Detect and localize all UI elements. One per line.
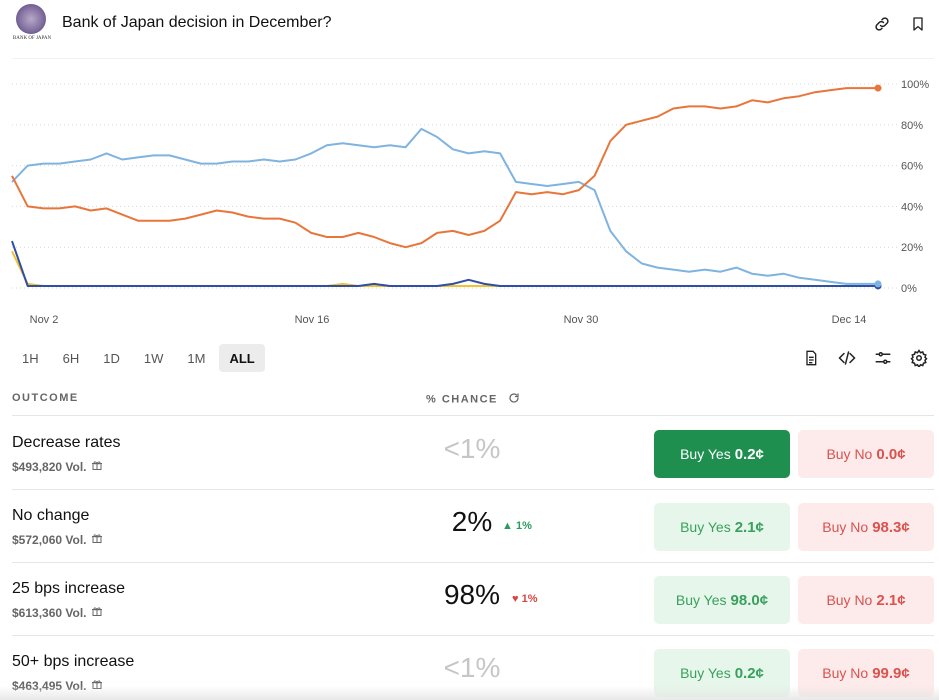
buy-yes-label: Buy Yes <box>680 519 731 535</box>
chance-value: 2% <box>451 506 493 537</box>
document-icon[interactable] <box>801 346 821 370</box>
buy-no-label: Buy No <box>822 519 869 535</box>
x-tick-label: Nov 16 <box>295 314 330 326</box>
series-line-50-bps-increase <box>11 250 878 287</box>
chance-delta-up: ▲ 1% <box>502 520 532 532</box>
chance-delta-down: ♥ 1% <box>512 593 538 605</box>
buy-yes-price: 2.1¢ <box>734 518 764 536</box>
chance-value: <1% <box>443 652 501 683</box>
buy-yes-price: 0.2¢ <box>734 445 764 463</box>
refresh-icon[interactable] <box>508 392 520 407</box>
chance-value: <1% <box>443 433 501 464</box>
buy-no-button[interactable]: Buy No 98.3¢ <box>798 503 934 551</box>
buy-yes-button[interactable]: Buy Yes 98.0¢ <box>654 576 790 624</box>
range-button-1m[interactable]: 1M <box>187 350 206 366</box>
buy-no-price: 98.3¢ <box>872 518 910 536</box>
outcome-column-header: OUTCOME <box>12 392 79 404</box>
outcome-name: 50+ bps increase <box>12 653 135 670</box>
series-endpoint <box>874 280 882 288</box>
buy-no-price: 0.0¢ <box>876 445 906 463</box>
series-line-no-change <box>11 127 878 285</box>
y-tick-label: 80% <box>901 120 923 132</box>
range-button-1d[interactable]: 1D <box>103 350 120 366</box>
logo-text: BANK OF JAPAN <box>12 36 52 41</box>
y-tick-label: 40% <box>901 201 923 213</box>
bottom-fade <box>0 686 939 700</box>
range-button-all[interactable]: ALL <box>219 344 265 372</box>
settings-gear-icon[interactable] <box>909 346 929 370</box>
outcome-row-no-change[interactable]: No change $572,060 Vol. 2% ▲ 1% Buy Yes 2… <box>12 490 934 563</box>
page-title: Bank of Japan decision in December? <box>62 14 332 31</box>
buy-no-button[interactable]: Buy No 2.1¢ <box>798 576 934 624</box>
volume-text: $493,820 Vol. <box>12 459 87 474</box>
outcome-name: 25 bps increase <box>12 580 125 597</box>
volume-text: $613,360 Vol. <box>12 605 87 620</box>
gift-icon[interactable] <box>91 605 103 620</box>
outcome-row-decrease-rates[interactable]: Decrease rates $493,820 Vol. <1% Buy Yes… <box>12 417 934 490</box>
chance-value: 98% <box>443 579 501 610</box>
chance-header-label: % CHANCE <box>426 393 498 406</box>
buy-yes-button[interactable]: Buy Yes 0.2¢ <box>654 430 790 478</box>
embed-code-icon[interactable] <box>837 346 857 370</box>
chart-tools <box>801 346 929 370</box>
buy-no-price: 99.9¢ <box>872 664 910 682</box>
volume-text: $572,060 Vol. <box>12 532 87 547</box>
y-tick-label: 0% <box>901 283 917 295</box>
series-line-25-bps-increase <box>11 87 878 249</box>
bank-of-japan-logo: BANK OF JAPAN <box>12 4 52 44</box>
y-tick-label: 20% <box>901 242 923 254</box>
outcome-name: Decrease rates <box>12 434 121 451</box>
x-tick-label: Nov 2 <box>30 314 59 326</box>
table-header: OUTCOME % CHANCE <box>12 386 934 416</box>
buy-no-button[interactable]: Buy No 0.0¢ <box>798 430 934 478</box>
range-button-1w[interactable]: 1W <box>143 350 164 366</box>
range-button-6h[interactable]: 6H <box>62 350 80 366</box>
link-icon[interactable] <box>872 14 892 34</box>
series-endpoint <box>874 84 882 92</box>
x-tick-label: Nov 30 <box>564 314 599 326</box>
buy-no-label: Buy No <box>826 592 873 608</box>
header: BANK OF JAPAN Bank of Japan decision in … <box>0 0 939 50</box>
buy-yes-label: Buy Yes <box>680 446 731 462</box>
outcome-name: No change <box>12 507 90 524</box>
buy-yes-label: Buy Yes <box>680 665 731 681</box>
range-button-1h[interactable]: 1H <box>22 350 39 366</box>
outcome-volume: $493,820 Vol. <box>12 459 103 474</box>
sliders-icon[interactable] <box>873 346 893 370</box>
time-range-selector: 1H 6H 1D 1W 1M ALL <box>12 344 265 372</box>
seal-icon <box>16 4 46 34</box>
bookmark-icon[interactable] <box>908 14 928 34</box>
buy-no-label: Buy No <box>826 446 873 462</box>
chance-column-header: % CHANCE <box>426 392 520 407</box>
series-line-decrease-rates <box>11 240 878 287</box>
y-tick-label: 60% <box>901 161 923 173</box>
outcome-volume: $572,060 Vol. <box>12 532 103 547</box>
buy-no-price: 2.1¢ <box>876 591 906 609</box>
y-tick-label: 100% <box>901 79 929 91</box>
gift-icon[interactable] <box>91 459 103 474</box>
buy-yes-button[interactable]: Buy Yes 2.1¢ <box>654 503 790 551</box>
buy-yes-price: 0.2¢ <box>734 664 764 682</box>
buy-yes-label: Buy Yes <box>675 592 727 608</box>
delta-value: 1% <box>521 593 538 605</box>
outcome-volume: $613,360 Vol. <box>12 605 103 620</box>
buy-yes-price: 98.0¢ <box>730 591 769 609</box>
delta-value: 1% <box>515 520 532 532</box>
chart-svg: 100% 80% 60% 40% 20% 0% Nov 2 Nov 16 Nov 30 Dec 1… <box>11 58 934 326</box>
price-chart[interactable]: 100% 80% 60% 40% 20% 0% Nov 2 Nov 16 Nov 30 Dec 1… <box>0 58 939 340</box>
outcome-row-25bps-increase[interactable]: 25 bps increase $613,360 Vol. 98% ♥ 1% B… <box>12 563 934 636</box>
x-tick-label: Dec 14 <box>832 314 867 326</box>
gift-icon[interactable] <box>91 532 103 547</box>
buy-no-label: Buy No <box>822 665 869 681</box>
